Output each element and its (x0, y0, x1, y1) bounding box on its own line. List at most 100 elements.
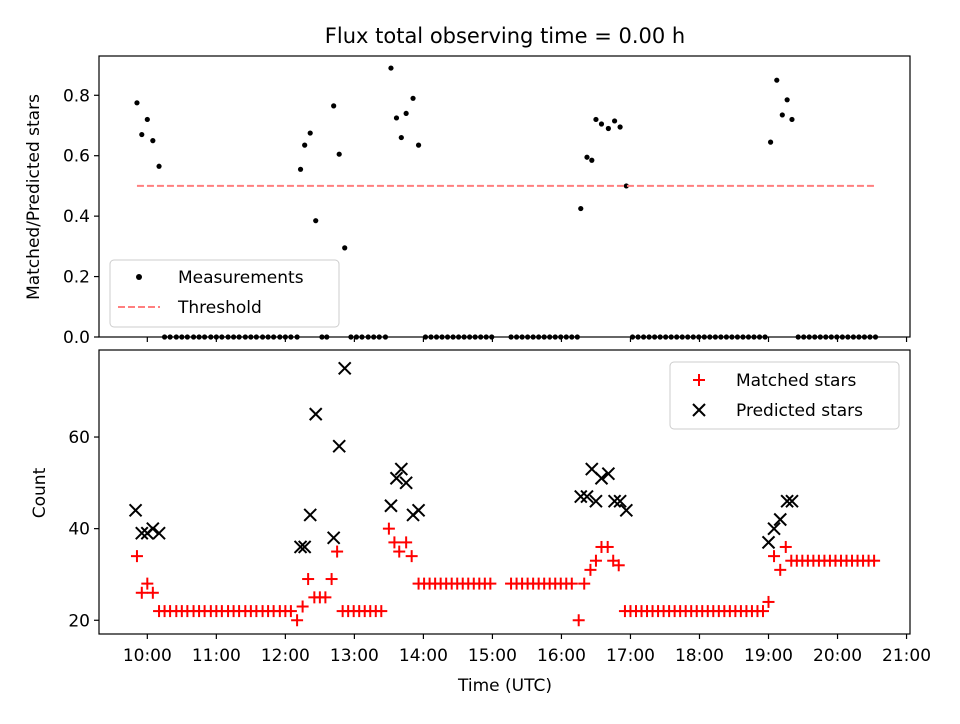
matched-stars-series (130, 522, 881, 627)
measurement-point (584, 154, 590, 160)
x-tick-label: 10:00 (123, 646, 172, 666)
x-tick-label: 16:00 (537, 646, 586, 666)
bottom-legend: Matched stars Predicted stars (669, 361, 900, 430)
predicted-point (589, 494, 603, 508)
measurement-point (779, 112, 785, 118)
legend-measurements-marker (136, 274, 142, 280)
matched-point (762, 595, 775, 608)
matched-point (141, 577, 154, 590)
measurement-point (144, 116, 150, 123)
matched-point (284, 605, 297, 618)
x-tick-label: 19:00 (744, 646, 793, 666)
legend-matched-marker (693, 374, 705, 386)
top-legend: Measurements Threshold (109, 259, 340, 328)
predicted-point (135, 526, 149, 540)
x-tick-label: 15:00 (468, 646, 517, 666)
legend-threshold-label: Threshold (177, 298, 262, 318)
measurement-point (611, 118, 618, 124)
predicted-point (767, 521, 781, 536)
measurement-point (617, 124, 623, 130)
predicted-point (780, 494, 794, 508)
matched-point (868, 554, 881, 567)
matched-point (146, 586, 159, 599)
measurement-point (134, 100, 140, 106)
matched-point (572, 614, 585, 627)
predicted-point (303, 508, 317, 522)
measurement-point (410, 95, 416, 101)
measurement-point (302, 142, 308, 148)
matched-point (578, 577, 591, 590)
matched-point (584, 563, 597, 576)
x-tick-label: 13:00 (330, 646, 379, 666)
predicted-point (152, 526, 166, 540)
predicted-point (773, 512, 787, 527)
measurement-point (784, 97, 790, 103)
panel-1-marks (128, 361, 881, 627)
measurement-point (156, 163, 162, 169)
predicted-point (613, 494, 627, 508)
predicted-point (332, 439, 346, 453)
matched-point (393, 545, 406, 558)
predicted-point (338, 361, 352, 376)
matched-point (325, 573, 338, 586)
matched-point (388, 536, 401, 549)
predicted-point (601, 466, 616, 481)
matched-point (375, 605, 388, 618)
panel-1-frame (98, 349, 911, 635)
predicted-point (128, 503, 143, 518)
x-tick-label: 14:00 (399, 646, 448, 666)
matched-point (589, 554, 602, 567)
matched-point (331, 545, 344, 558)
chart-title: Flux total observing time = 0.00 h (325, 24, 685, 48)
y-tick-label: 20 (68, 611, 90, 631)
predicted-point (785, 494, 799, 508)
y-tick-label: 40 (68, 520, 90, 540)
predicted-point (399, 476, 413, 490)
predicted-point (594, 471, 609, 485)
predicted-point (384, 499, 398, 513)
y-tick-label: 0.4 (63, 207, 90, 227)
y-tick-label: 0.6 (63, 147, 90, 167)
measurement-point (388, 65, 394, 71)
predicted-point (574, 489, 588, 504)
y-tick-label: 0.0 (63, 328, 90, 348)
measurement-point (598, 121, 605, 127)
measurement-point (331, 103, 337, 109)
matched-point (612, 559, 625, 572)
matched-point (768, 550, 781, 563)
legend-measurements-label: Measurements (178, 268, 304, 288)
measurement-point (593, 116, 599, 123)
x-tick-label: 18:00 (675, 646, 724, 666)
measurement-point (578, 205, 584, 212)
panel-0-frame (98, 55, 911, 338)
x-tick-label: 12:00 (261, 646, 310, 666)
matched-point (484, 577, 497, 590)
measurement-point (767, 139, 774, 145)
predicted-point (309, 407, 323, 421)
y-tick-label: 0.2 (63, 268, 90, 288)
matched-point (319, 591, 332, 604)
measurement-point (313, 218, 319, 224)
measurement-point (398, 134, 404, 141)
x-axis-label: Time (UTC) (457, 676, 552, 696)
predicted-stars-series (128, 361, 799, 554)
legend-predicted-label: Predicted stars (736, 401, 863, 421)
predicted-point (580, 489, 594, 504)
top-y-axis-label: Matched/Predicted stars (24, 94, 44, 300)
predicted-point (293, 540, 308, 554)
matched-point (382, 522, 395, 535)
bottom-y-axis-label: Count (30, 467, 50, 518)
matched-point (302, 573, 315, 586)
x-tick-label: 17:00 (606, 646, 655, 666)
measurement-point (297, 166, 304, 172)
predicted-point (389, 471, 404, 485)
matched-point (291, 614, 304, 627)
measurement-point (789, 116, 795, 123)
predicted-point (297, 540, 312, 554)
y-tick-label: 60 (68, 428, 90, 448)
measurement-point (150, 138, 156, 144)
predicted-point (411, 503, 426, 518)
matched-point (296, 600, 309, 613)
